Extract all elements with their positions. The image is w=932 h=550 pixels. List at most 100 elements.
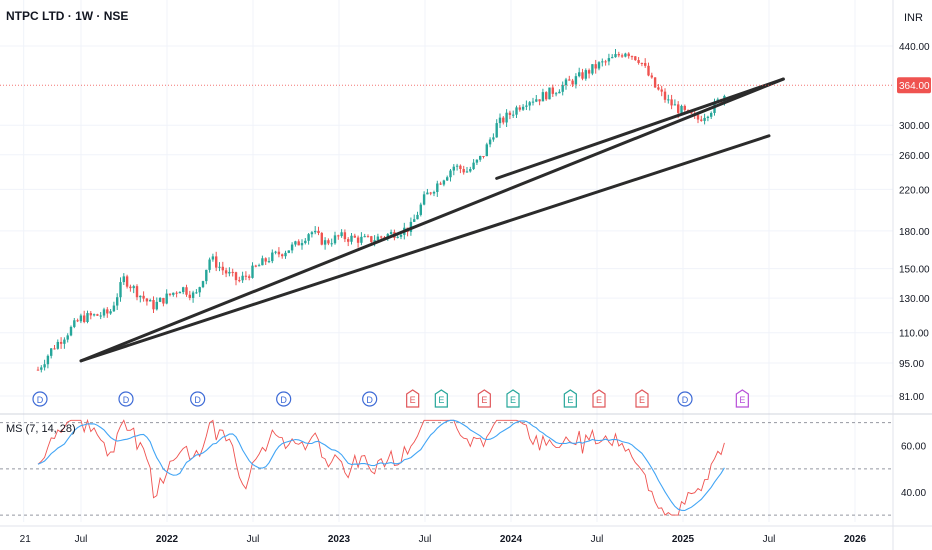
price-tick-label: 95.00 bbox=[899, 359, 924, 370]
candle-body bbox=[139, 295, 142, 298]
dividend-marker-circle[interactable] bbox=[118, 391, 134, 407]
event-marker-letter: E bbox=[567, 395, 573, 405]
event-marker-e[interactable]: E bbox=[635, 389, 649, 408]
candle-body bbox=[502, 117, 505, 123]
event-marker-letter: D bbox=[194, 395, 201, 405]
candle-body bbox=[261, 258, 264, 266]
candle-body bbox=[125, 276, 129, 287]
candle-body bbox=[215, 256, 218, 268]
candle-body bbox=[195, 292, 198, 294]
candle-body bbox=[36, 369, 40, 371]
event-marker-f[interactable]: E bbox=[735, 389, 749, 408]
event-marker-e[interactable]: E bbox=[406, 389, 420, 408]
candle-body bbox=[667, 99, 670, 101]
candle-body bbox=[281, 254, 284, 257]
candles-layer bbox=[36, 49, 726, 373]
earnings-marker-shape[interactable] bbox=[406, 389, 420, 408]
candle-body bbox=[521, 106, 525, 110]
earnings-marker-shape[interactable] bbox=[735, 389, 749, 408]
dividend-marker-circle[interactable] bbox=[362, 391, 378, 407]
event-marker-d[interactable]: D bbox=[677, 391, 693, 407]
candle-body bbox=[304, 240, 307, 244]
earnings-marker-shape[interactable] bbox=[635, 389, 649, 408]
candle-body bbox=[495, 123, 498, 138]
event-marker-d[interactable]: D bbox=[362, 391, 378, 407]
symbol-title[interactable]: NTPC LTD · 1W · NSE bbox=[6, 9, 128, 23]
event-marker-letter: D bbox=[123, 395, 130, 405]
candle-body bbox=[231, 271, 234, 273]
candle-body bbox=[248, 276, 251, 278]
trendline[interactable] bbox=[79, 134, 771, 363]
candle-body bbox=[109, 311, 112, 314]
candle-body bbox=[59, 341, 63, 344]
candle-body bbox=[634, 56, 637, 61]
event-marker-s[interactable]: E bbox=[506, 389, 520, 408]
candle-body bbox=[706, 116, 710, 118]
earnings-marker-shape[interactable] bbox=[592, 389, 606, 408]
event-marker-letter: E bbox=[410, 395, 416, 405]
candle-body bbox=[436, 183, 439, 192]
earnings-marker-shape[interactable] bbox=[477, 389, 491, 408]
candle-body bbox=[465, 171, 469, 173]
candle-body bbox=[518, 107, 521, 110]
candle-body bbox=[254, 265, 257, 267]
candle-body bbox=[284, 252, 287, 257]
candle-body bbox=[591, 64, 594, 74]
candle-body bbox=[373, 240, 376, 243]
indicator-label[interactable]: MS (7, 14, 28) bbox=[6, 423, 76, 435]
time-tick-label: Jul bbox=[763, 534, 776, 545]
event-marker-d[interactable]: D bbox=[190, 391, 206, 407]
candle-body bbox=[399, 234, 403, 237]
candle-body bbox=[710, 112, 713, 117]
candle-body bbox=[102, 309, 106, 316]
candle-body bbox=[469, 168, 472, 172]
trendline[interactable] bbox=[79, 77, 785, 363]
candle-body bbox=[178, 292, 182, 294]
candle-body bbox=[677, 104, 680, 113]
candle-body bbox=[73, 320, 76, 327]
event-marker-letter: E bbox=[438, 395, 444, 405]
candle-body bbox=[449, 170, 452, 178]
candle-body bbox=[630, 56, 634, 58]
event-marker-e[interactable]: E bbox=[477, 389, 491, 408]
candle-body bbox=[205, 269, 208, 282]
candle-body bbox=[686, 109, 690, 111]
candle-body bbox=[53, 348, 56, 350]
candle-body bbox=[482, 155, 485, 157]
earnings-marker-shape[interactable] bbox=[506, 389, 520, 408]
event-marker-d[interactable]: D bbox=[118, 391, 134, 407]
event-marker-d[interactable]: D bbox=[276, 391, 292, 407]
candle-body bbox=[581, 72, 584, 79]
event-marker-d[interactable]: D bbox=[32, 391, 48, 407]
dividend-marker-circle[interactable] bbox=[32, 391, 48, 407]
candle-body bbox=[116, 297, 119, 306]
candle-body bbox=[238, 280, 241, 282]
time-tick-label: 21 bbox=[20, 534, 32, 545]
candle-body bbox=[620, 55, 624, 57]
dividend-marker-circle[interactable] bbox=[190, 391, 206, 407]
dividend-marker-circle[interactable] bbox=[276, 391, 292, 407]
time-tick-label: Jul bbox=[419, 534, 432, 545]
candle-body bbox=[505, 112, 508, 123]
time-tick-label: 2026 bbox=[844, 534, 867, 545]
candle-body bbox=[472, 162, 475, 169]
trendline[interactable] bbox=[495, 77, 785, 180]
price-tick-label: 110.00 bbox=[899, 329, 929, 340]
earnings-marker-shape[interactable] bbox=[434, 389, 448, 408]
candle-body bbox=[663, 91, 667, 100]
candle-body bbox=[330, 243, 333, 245]
earnings-marker-shape[interactable] bbox=[563, 389, 577, 408]
event-marker-s[interactable]: E bbox=[434, 389, 448, 408]
candle-body bbox=[587, 70, 591, 74]
candle-body bbox=[617, 54, 620, 56]
candle-body bbox=[422, 194, 426, 205]
time-tick-label: 2025 bbox=[672, 534, 695, 545]
dividend-marker-circle[interactable] bbox=[677, 391, 693, 407]
event-marker-s[interactable]: E bbox=[563, 389, 577, 408]
event-marker-e[interactable]: E bbox=[592, 389, 606, 408]
candle-body bbox=[462, 169, 465, 173]
trendlines-layer[interactable] bbox=[79, 77, 785, 363]
